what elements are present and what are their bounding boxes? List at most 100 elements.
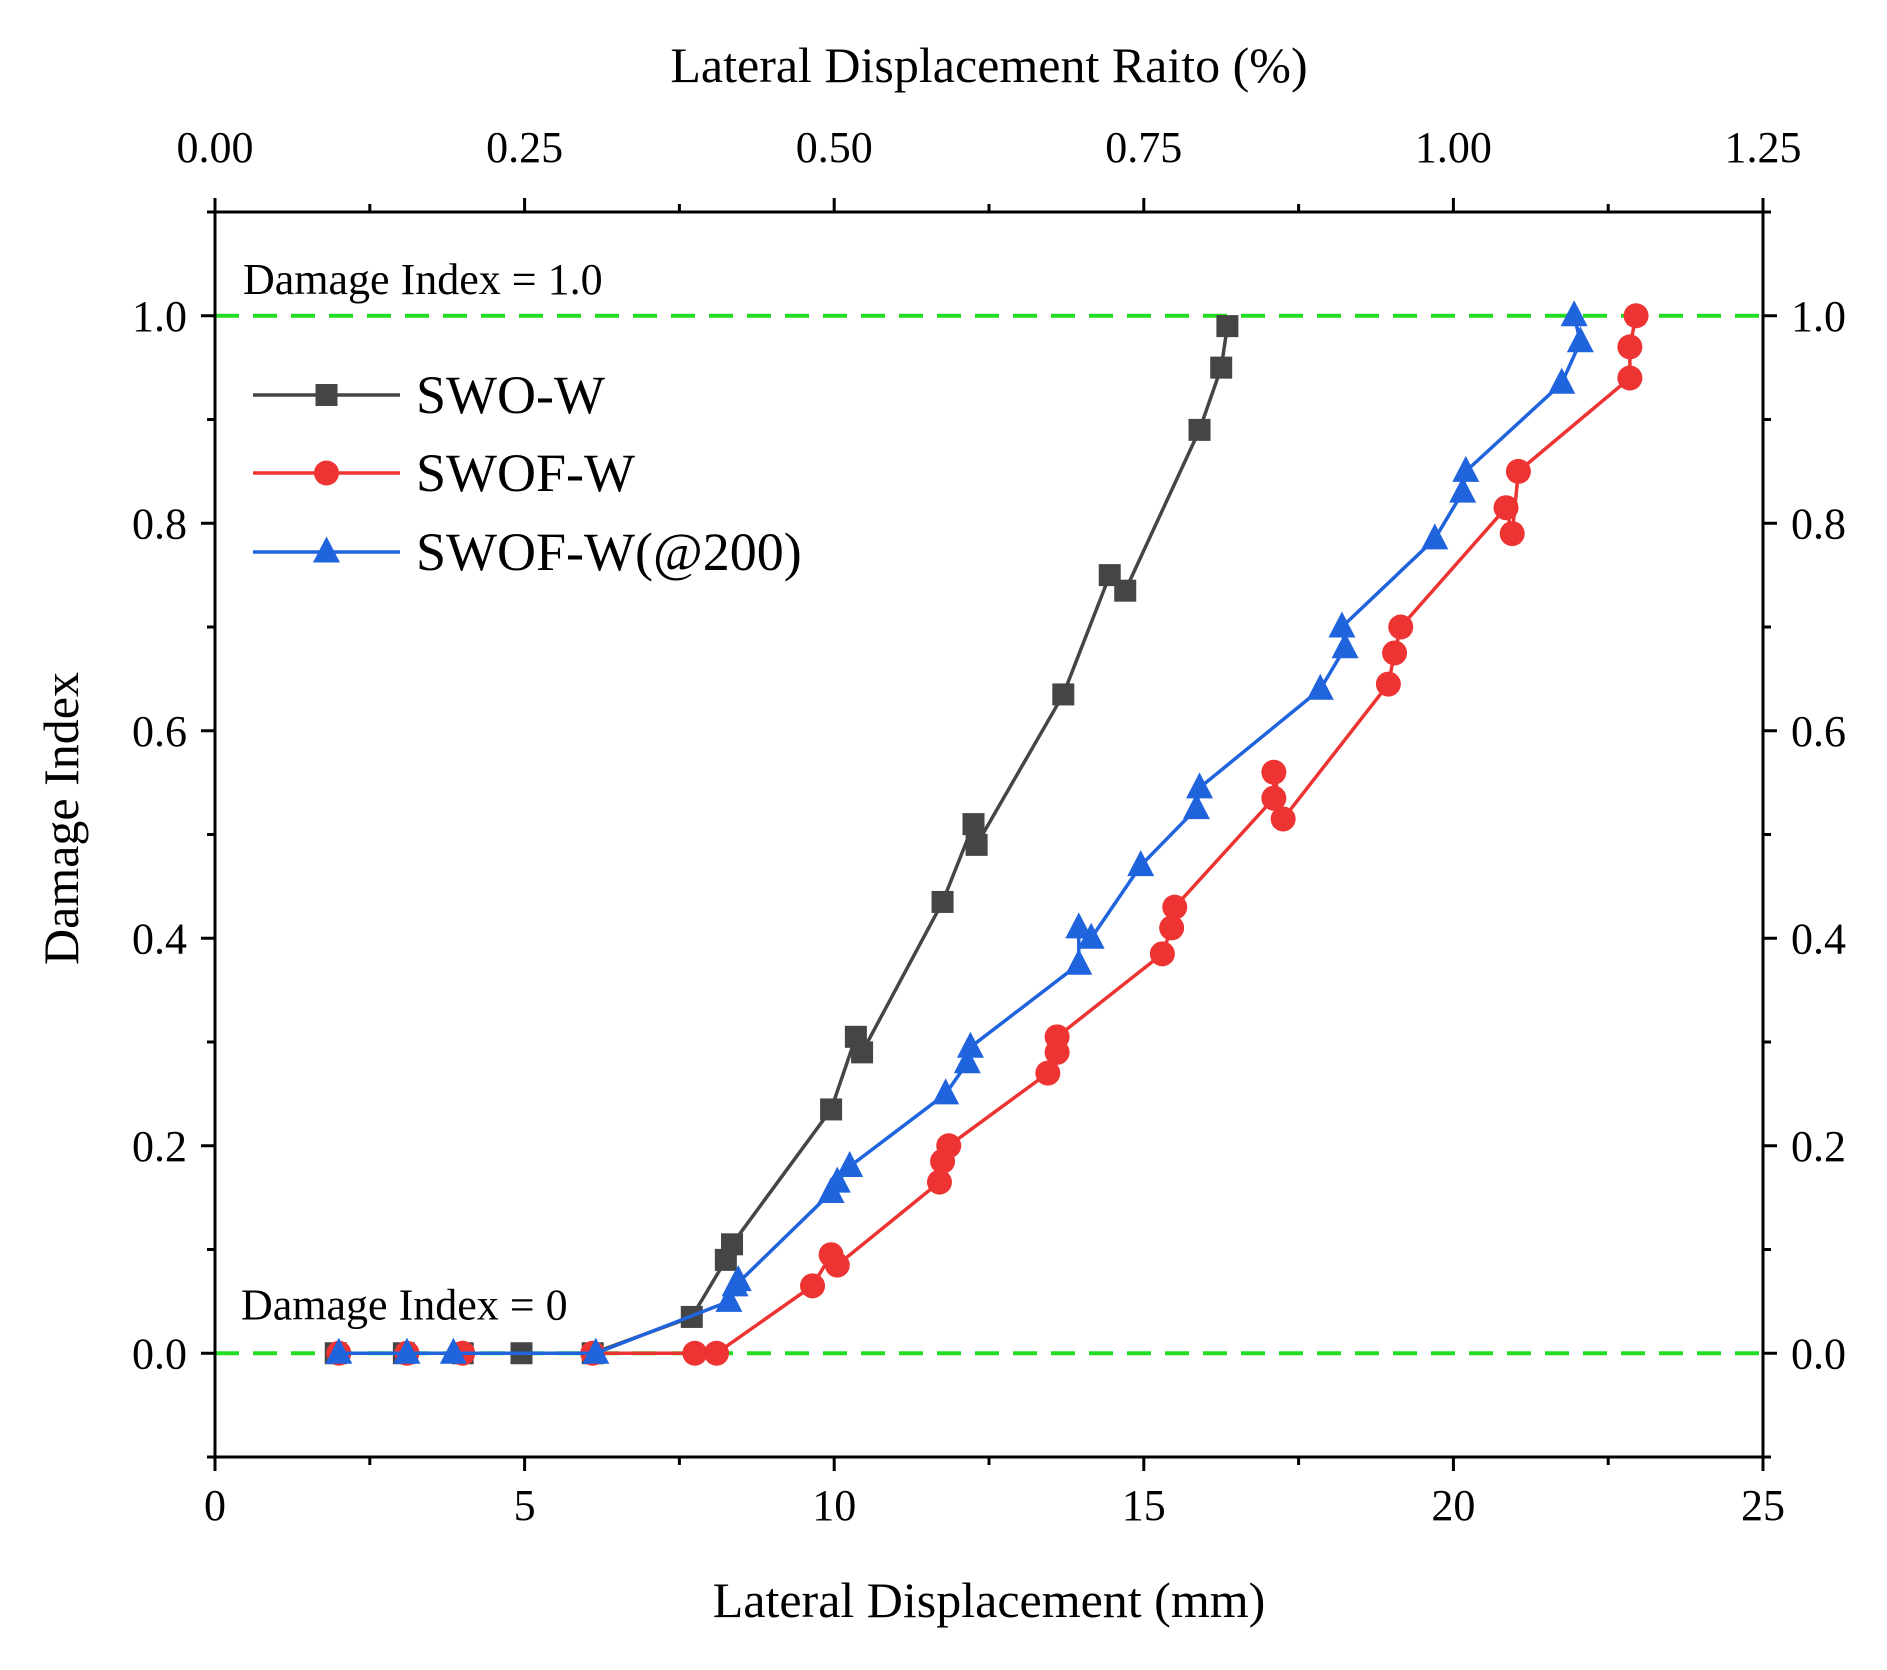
data-point (1149, 941, 1175, 967)
legend-label: SWO-W (416, 365, 605, 425)
data-point (962, 813, 985, 836)
data-point (1044, 1024, 1070, 1050)
data-point (836, 1151, 864, 1177)
data-point (1077, 922, 1105, 949)
data-point (953, 1047, 981, 1074)
y2-tick-label: 0.2 (1791, 1122, 1846, 1171)
y-axis-title: Damage Index (33, 672, 89, 965)
reference-lines (215, 313, 1763, 1356)
data-point (1114, 579, 1137, 602)
data-point (1382, 640, 1408, 666)
y2-tick-label: 0.4 (1791, 914, 1846, 963)
data-point (851, 1041, 874, 1064)
legend-label: SWOF-W (416, 443, 635, 503)
data-point (715, 1285, 743, 1312)
data-point (800, 1273, 826, 1299)
data-point (1617, 365, 1643, 391)
data-point (1449, 476, 1477, 503)
legend-marker-shape (313, 536, 340, 563)
data-point (1560, 300, 1588, 327)
legend-item-swof-w-200: SWOF-W(@200) (253, 522, 802, 582)
data-point (1035, 1060, 1061, 1086)
data-point (1065, 912, 1093, 939)
data-point (1499, 521, 1525, 547)
data-point (721, 1233, 744, 1256)
data-point (1623, 303, 1649, 329)
legend-label: SWOF-W(@200) (416, 522, 802, 582)
series-swof-w-200 (325, 300, 1594, 1364)
data-point (1421, 523, 1449, 550)
x2-axis-title: Lateral Displacement Raito (%) (670, 37, 1307, 93)
y2-tick-label: 0.0 (1791, 1329, 1846, 1378)
data-point (1186, 772, 1214, 799)
x-tick-label: 5 (514, 1481, 536, 1530)
data-point (965, 833, 988, 856)
x2-tick-label: 0.25 (486, 123, 563, 172)
x-tick-label: 15 (1122, 1481, 1166, 1530)
data-point (1388, 614, 1414, 640)
x-tick-label: 0 (204, 1481, 226, 1530)
data-point (325, 1337, 353, 1364)
data-point (1306, 673, 1334, 700)
x2-tick-label: 0.75 (1105, 123, 1182, 172)
data-point (1548, 367, 1576, 394)
x2-tick-label: 1.25 (1725, 123, 1802, 172)
data-point (926, 1169, 952, 1195)
legend-item-swo-w: SWO-W (253, 365, 605, 425)
data-point (932, 1078, 960, 1105)
data-point (823, 1166, 851, 1193)
data-point (721, 1270, 749, 1297)
data-point (1065, 948, 1093, 975)
data-point (1617, 334, 1643, 360)
y2-tick-label: 1.0 (1791, 292, 1846, 341)
annotation-damage-index-1: Damage Index = 1.0 (243, 255, 603, 304)
data-point (1210, 356, 1233, 379)
annotation-damage-index-0: Damage Index = 0 (241, 1280, 568, 1329)
data-point (936, 1133, 962, 1159)
data-point (1328, 611, 1356, 638)
data-point (1159, 915, 1185, 941)
x2-tick-label: 0.00 (177, 123, 254, 172)
data-point (393, 1337, 421, 1364)
legend: SWO-W SWOF-W SWOF-W(@200) (253, 365, 802, 582)
x-tick-label: 20 (1431, 1481, 1475, 1530)
data-point (1331, 632, 1359, 659)
x-tick-label: 25 (1741, 1481, 1785, 1530)
data-point (931, 890, 954, 913)
data-point (1566, 326, 1594, 353)
ticks (201, 198, 1777, 1471)
series-layer (324, 300, 1649, 1366)
y-tick-label: 0.2 (132, 1122, 187, 1171)
data-point (1261, 759, 1287, 785)
data-point (1182, 793, 1210, 820)
y2-tick-label: 0.8 (1791, 499, 1846, 548)
y-tick-label: 0.0 (132, 1329, 187, 1378)
data-point (1216, 315, 1239, 338)
legend-marker (313, 536, 340, 563)
data-point (1261, 785, 1287, 811)
legend-marker (315, 384, 338, 406)
data-point (1493, 495, 1519, 521)
data-point (682, 1340, 708, 1366)
data-point (1162, 894, 1188, 920)
legend-marker (314, 460, 339, 486)
legend-marker-shape (314, 460, 339, 486)
x-tick-label: 10 (812, 1481, 856, 1530)
data-point (1505, 458, 1531, 484)
x2-tick-label: 1.00 (1415, 123, 1492, 172)
data-point (1375, 671, 1401, 697)
data-point (956, 1031, 984, 1058)
legend-item-swof-w: SWOF-W (253, 443, 635, 503)
data-point (820, 1098, 843, 1121)
data-point (1452, 455, 1480, 482)
data-point (439, 1337, 467, 1364)
data-point (704, 1340, 730, 1366)
data-point (1270, 806, 1296, 832)
data-point (1052, 683, 1075, 706)
data-point (824, 1252, 850, 1278)
y2-tick-label: 0.6 (1791, 707, 1846, 756)
y-tick-label: 0.8 (132, 499, 187, 548)
y-tick-label: 0.6 (132, 707, 187, 756)
data-point (582, 1337, 610, 1364)
